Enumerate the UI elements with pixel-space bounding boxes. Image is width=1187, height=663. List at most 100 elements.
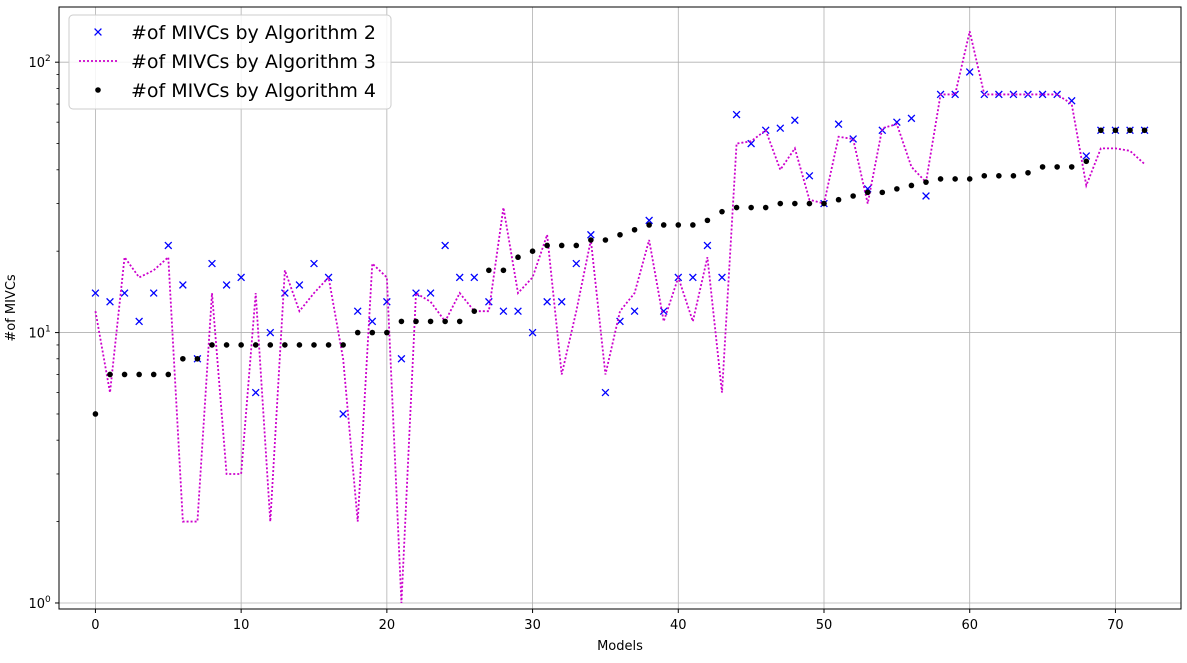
dot-marker-point <box>267 342 274 348</box>
x-marker-point <box>266 328 275 337</box>
x-marker-point <box>368 317 377 326</box>
dot-marker-point <box>1098 127 1104 134</box>
dot-marker-point <box>835 196 842 203</box>
x-marker-point <box>849 135 858 143</box>
x-marker-point <box>994 90 1003 99</box>
dot-marker-point <box>398 318 405 325</box>
dot-marker-point <box>806 200 813 207</box>
dot-marker-point <box>631 226 638 233</box>
x-marker-point <box>528 328 537 337</box>
y-tick-exponent: 2 <box>45 54 51 64</box>
dot-marker-point <box>923 179 929 185</box>
x-marker-point <box>951 90 960 99</box>
legend: #of MIVCs by Algorithm 2 #of MIVCs by Alg… <box>68 14 392 110</box>
dot-marker-point <box>777 200 784 207</box>
y-tick-exponent: 0 <box>45 595 51 605</box>
dot-marker-point <box>456 318 463 325</box>
x-marker-point <box>572 259 581 268</box>
x-marker-point <box>222 281 231 289</box>
dot-marker-point <box>952 176 958 182</box>
dot-marker-point <box>194 355 201 362</box>
x-marker-point <box>543 297 552 306</box>
x-marker-point <box>426 289 435 297</box>
x-marker-point <box>120 289 129 297</box>
dot-marker-point <box>1025 169 1031 176</box>
x-marker-point <box>237 273 246 282</box>
dot-marker-point <box>675 222 682 228</box>
x-marker-point <box>178 281 187 289</box>
x-marker-point <box>251 388 260 397</box>
dot-marker-point <box>325 342 332 348</box>
dot-marker-point <box>442 318 448 325</box>
x-marker-point <box>295 281 304 289</box>
x-marker-point <box>601 388 610 397</box>
x-axis-title: Models <box>597 639 643 654</box>
x-tick-label: 20 <box>379 618 396 633</box>
x-marker-point <box>688 273 697 282</box>
dot-marker-point <box>792 200 798 207</box>
x-marker-point <box>557 297 566 306</box>
dot-marker-point <box>646 222 652 228</box>
x-marker-point <box>907 114 916 123</box>
x-marker-point <box>514 307 522 316</box>
x-marker-point <box>94 28 102 36</box>
y-axis-title: #of MIVCs <box>4 274 19 342</box>
dot-marker-point <box>1039 164 1046 170</box>
dot-marker-point <box>719 208 725 215</box>
x-marker-point <box>106 297 114 306</box>
x-marker-point <box>718 273 726 282</box>
dot-marker-point <box>966 176 973 182</box>
dot-marker-point <box>515 254 521 261</box>
x-marker-point <box>455 273 464 282</box>
x-marker-point <box>164 241 173 250</box>
x-marker-point <box>790 116 799 125</box>
dot-marker-point <box>690 222 696 228</box>
dot-marker-point <box>1010 173 1017 179</box>
dot-marker-point <box>544 242 550 249</box>
series-1 <box>91 68 1149 418</box>
dot-marker-point <box>296 342 303 348</box>
x-marker-point <box>965 68 974 76</box>
dot-marker-point <box>340 342 346 348</box>
dot-marker-point <box>311 342 317 348</box>
series-layer <box>91 31 1149 604</box>
dot-marker-point <box>471 308 478 314</box>
x-marker-point <box>499 307 508 316</box>
x-marker-point <box>1009 90 1018 99</box>
dot-marker-point <box>486 267 492 274</box>
dot-marker-point <box>413 318 419 325</box>
dot-marker-point <box>748 204 754 211</box>
dot-marker-point <box>617 231 623 238</box>
dot-marker-point <box>150 371 157 378</box>
dot-marker-point <box>252 342 259 348</box>
x-marker-point <box>339 410 348 418</box>
x-marker-point <box>324 273 333 282</box>
x-marker-point <box>1082 152 1091 160</box>
dot-marker-point <box>981 173 988 179</box>
x-marker-point <box>747 139 756 148</box>
dot-marker-point <box>92 411 99 417</box>
legend-dot-sample <box>95 87 101 93</box>
dot-marker-point <box>369 329 376 336</box>
dot-marker-point <box>1127 127 1133 134</box>
dot-marker-point <box>996 173 1002 179</box>
x-marker-point <box>353 307 362 316</box>
dot-marker-point <box>500 267 507 274</box>
dot-marker-point <box>238 342 244 348</box>
x-tick-label: 10 <box>233 618 250 633</box>
dot-marker-point <box>1141 127 1148 134</box>
dot-marker-point <box>821 200 827 207</box>
dot-marker-point <box>384 329 390 336</box>
x-axis: 0 10 20 30 40 50 60 70 <box>91 609 1124 633</box>
y-tick-label: 10 <box>28 56 45 71</box>
dot-marker-point <box>1112 127 1119 134</box>
y-tick-label: 10 <box>28 597 45 612</box>
dot-marker-point <box>602 237 609 243</box>
dot-marker-point <box>354 329 361 336</box>
x-marker-point <box>776 124 785 133</box>
series-2 <box>94 31 1146 604</box>
legend-box <box>68 14 392 110</box>
x-tick-label: 70 <box>1107 618 1124 633</box>
